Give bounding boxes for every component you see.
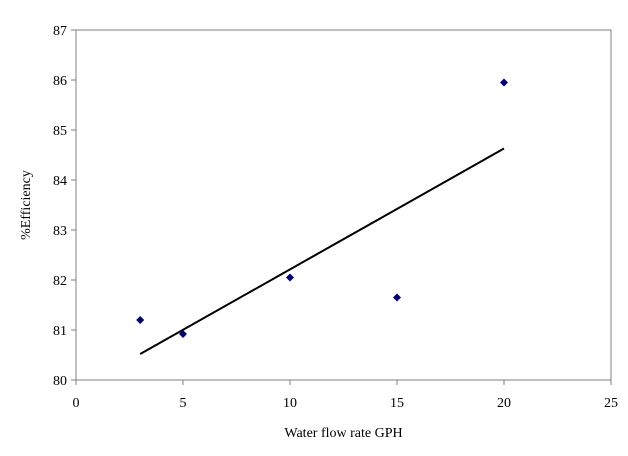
x-tick-label: 5 bbox=[180, 396, 187, 411]
x-tick-label: 25 bbox=[604, 396, 618, 411]
x-tick-label: 0 bbox=[73, 396, 80, 411]
y-axis-ticks: 80 81 82 83 84 85 86 87 bbox=[53, 24, 76, 389]
y-tick-label: 82 bbox=[53, 274, 67, 289]
y-tick-label: 87 bbox=[53, 24, 67, 39]
data-point bbox=[179, 330, 187, 338]
y-tick-label: 86 bbox=[53, 74, 67, 89]
x-tick-label: 10 bbox=[283, 396, 297, 411]
trendline-group bbox=[139, 147, 505, 355]
y-tick-label: 81 bbox=[53, 324, 67, 339]
x-axis-label: Water flow rate GPH bbox=[284, 426, 402, 441]
y-axis-label: %Efficiency bbox=[19, 170, 34, 240]
y-tick-label: 84 bbox=[53, 174, 67, 189]
x-axis-ticks: 0 5 10 15 20 25 bbox=[73, 380, 618, 411]
x-tick-label: 20 bbox=[497, 396, 511, 411]
plot-area bbox=[75, 29, 612, 381]
data-point bbox=[500, 78, 508, 87]
y-tick-label: 85 bbox=[53, 124, 67, 139]
y-tick-label: 80 bbox=[53, 374, 67, 389]
data-point bbox=[393, 293, 401, 302]
data-points bbox=[136, 78, 508, 338]
y-tick-label: 83 bbox=[53, 224, 67, 239]
data-point bbox=[286, 273, 294, 282]
x-tick-label: 15 bbox=[390, 396, 404, 411]
data-point bbox=[136, 316, 145, 324]
trendline bbox=[139, 147, 505, 355]
